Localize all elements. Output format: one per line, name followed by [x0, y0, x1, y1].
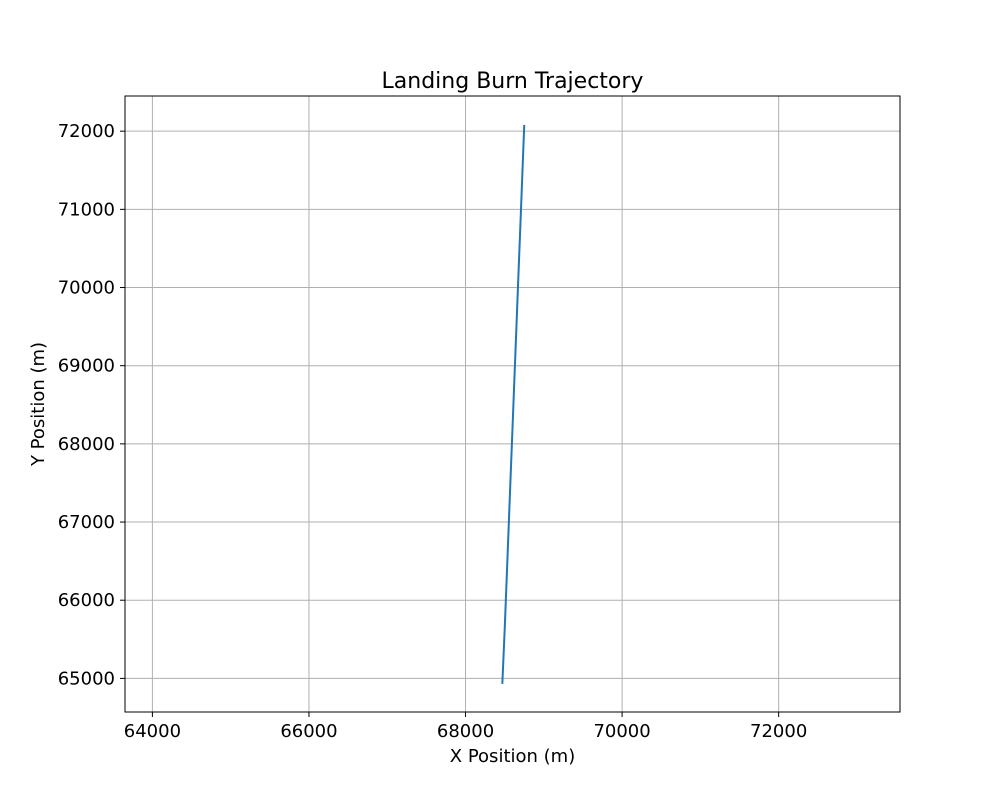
tick-layer: 64000 66000 68000 70000 72000 65000 66000 67000… — [58, 121, 808, 742]
y-tick-label: 71000 — [58, 199, 115, 220]
y-tick-label: 68000 — [58, 434, 115, 455]
x-tick-label: 70000 — [593, 721, 650, 742]
plot-frame — [124, 95, 901, 713]
y-axis-label: Y Position (m) — [28, 342, 49, 467]
y-tick-label: 72000 — [58, 121, 115, 142]
y-tick-label: 70000 — [58, 278, 115, 299]
x-tick-label: 66000 — [280, 721, 337, 742]
y-tick-label: 65000 — [58, 668, 115, 689]
series-layer — [501, 124, 526, 684]
grid-layer — [125, 96, 900, 712]
y-tick-label: 66000 — [58, 590, 115, 611]
trajectory-line — [501, 124, 526, 684]
x-axis-label: X Position (m) — [450, 746, 575, 767]
y-tick-label: 69000 — [58, 356, 115, 377]
y-tick-label: 67000 — [58, 512, 115, 533]
x-tick-label: 64000 — [124, 721, 181, 742]
x-tick-label: 72000 — [750, 721, 807, 742]
chart-title: Landing Burn Trajectory — [382, 69, 644, 94]
x-tick-label: 68000 — [437, 721, 494, 742]
